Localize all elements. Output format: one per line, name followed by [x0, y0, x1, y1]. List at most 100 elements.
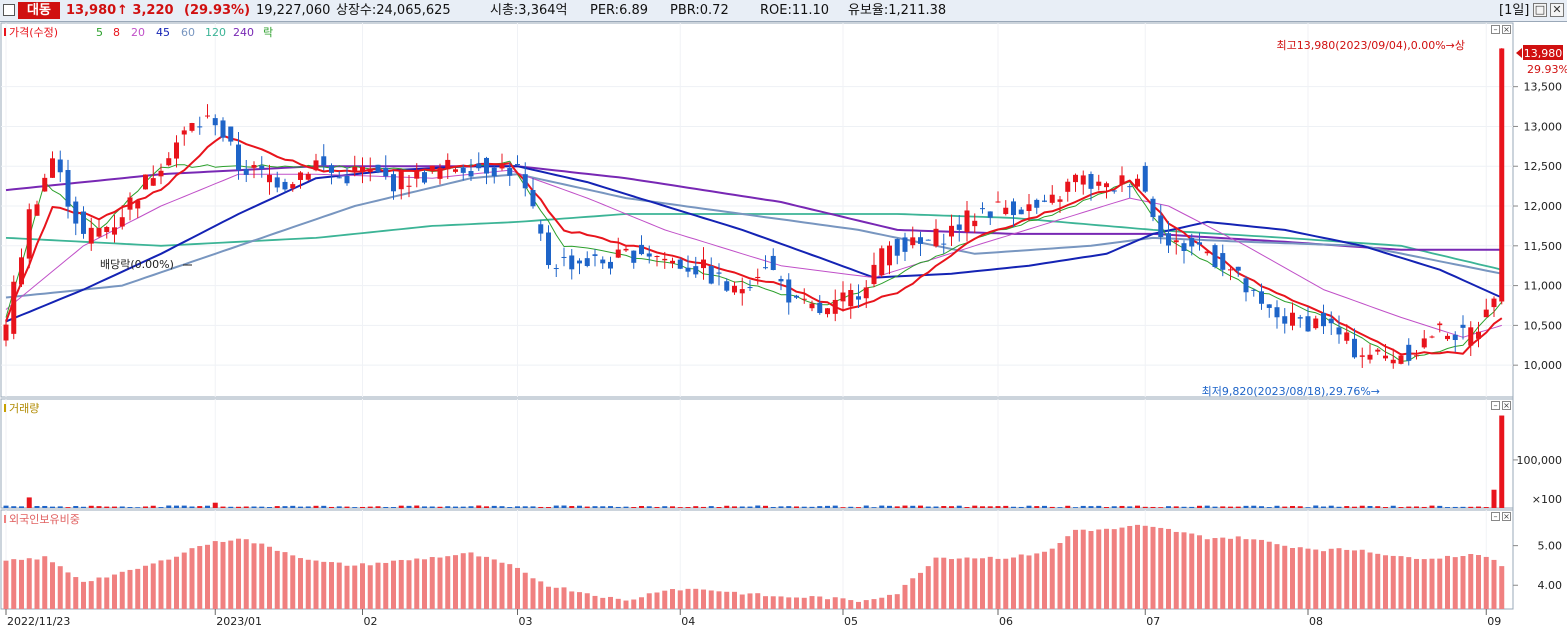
volume-legend: 거래량	[4, 402, 39, 415]
candle-body	[887, 245, 892, 266]
volume-pane-close-icon[interactable]: ×	[1502, 401, 1511, 410]
price-pane-close-icon[interactable]: ×	[1502, 25, 1511, 34]
volume-bar	[1243, 505, 1249, 508]
volume-bar	[1445, 507, 1450, 508]
candle-body	[476, 163, 482, 169]
stock-chart: 10,000 10,500 11,000 11,500 12,000 12,500 13,0…	[0, 22, 1567, 628]
candle-body	[708, 265, 714, 284]
candle-body	[189, 123, 195, 131]
candle-body	[96, 228, 102, 237]
foreign-ratio-bar	[42, 556, 48, 609]
volume-bar	[1127, 506, 1133, 508]
candle-body	[298, 172, 303, 180]
candle-body	[1042, 200, 1047, 202]
volume-bar	[925, 506, 931, 508]
candle-body	[112, 227, 117, 235]
candle-body	[685, 267, 691, 272]
volume-bar	[212, 502, 218, 508]
foreign-ratio-bar	[1173, 531, 1179, 609]
volume-bar	[1080, 505, 1086, 508]
candle-body	[840, 292, 846, 302]
volume-bar	[1111, 506, 1117, 508]
volume-bar	[584, 506, 590, 508]
stock-name-badge[interactable]: 대동	[18, 2, 60, 19]
foreign-pane-minimize-icon[interactable]: –	[1491, 512, 1500, 521]
foreign-ratio-bar	[910, 578, 916, 609]
foreign-ratio-bar	[383, 562, 389, 609]
foreign-ratio-bar	[941, 557, 947, 609]
close-icon[interactable]: ✕	[1550, 3, 1564, 17]
volume-bar	[205, 505, 210, 508]
candle-body	[65, 170, 71, 207]
candle-body	[491, 167, 497, 177]
candle-body	[879, 248, 885, 276]
foreign-ratio-bar	[879, 597, 885, 609]
volume-bars	[3, 415, 1505, 508]
period-selector[interactable]: [1일]	[1499, 3, 1530, 18]
volume-pane-minimize-icon[interactable]: –	[1491, 401, 1500, 410]
candle-body	[1204, 251, 1210, 254]
price-tick-label: 13,500	[1524, 81, 1563, 94]
volume-bar	[197, 506, 203, 508]
candle-body	[329, 165, 334, 173]
candle-body	[1049, 194, 1055, 203]
foreign-ratio-bar	[1321, 551, 1326, 609]
foreign-ratio-bar	[1468, 554, 1474, 609]
candle-body	[631, 250, 637, 263]
foreign-ratio-bar	[608, 596, 613, 609]
foreign-ratio-bar	[1476, 555, 1481, 609]
volume-bar	[282, 506, 288, 508]
candle-body	[817, 302, 823, 313]
foreign-ratio-bar	[422, 559, 427, 609]
volume-bar	[995, 506, 1001, 508]
volume-bar	[437, 506, 443, 508]
volume-bar	[26, 497, 32, 508]
volume-bar	[321, 505, 327, 508]
candle-body	[1018, 209, 1024, 215]
price-tick-label: 11,000	[1524, 280, 1563, 293]
trade-volume: 19,227,060	[256, 3, 331, 18]
x-tick-label: 06	[999, 615, 1013, 628]
candle-body	[1011, 201, 1016, 216]
foreign-pane-close-icon[interactable]: ×	[1502, 512, 1511, 521]
volume-bar	[569, 506, 575, 508]
price-pane-minimize-icon[interactable]: –	[1491, 25, 1500, 34]
foreign-ratio-bar	[3, 560, 9, 609]
candle-body	[902, 237, 908, 252]
volume-bar	[902, 505, 908, 508]
candle-body	[1274, 307, 1280, 318]
volume-bar	[1321, 506, 1326, 508]
candle-body	[1189, 237, 1195, 247]
candle-body	[73, 201, 79, 224]
candle-body	[584, 258, 590, 267]
volume-bar	[677, 507, 683, 508]
volume-bar	[1204, 505, 1210, 508]
candle-body	[336, 177, 342, 179]
volume-bar	[592, 506, 598, 508]
volume-bar	[863, 505, 869, 508]
market-cap: 시총:3,364억	[490, 3, 568, 18]
select-checkbox[interactable]	[3, 4, 15, 16]
volume-bar	[1429, 505, 1435, 508]
candle-body	[1437, 323, 1443, 326]
foreign-ratio-bar	[654, 592, 660, 609]
candle-body	[546, 232, 551, 266]
candle-body	[1181, 243, 1187, 252]
maximize-icon[interactable]: □	[1533, 3, 1547, 17]
foreign-ratio-bar	[329, 562, 334, 609]
foreign-ratio-bar	[1104, 528, 1109, 609]
volume-bar	[19, 506, 24, 508]
foreign-ratio-bar	[1499, 566, 1505, 609]
volume-bar	[367, 506, 373, 508]
legend-ma5: 5	[96, 26, 103, 39]
candle-body	[1220, 253, 1226, 270]
candle-body	[274, 177, 280, 188]
x-tick-label: 03	[519, 615, 533, 628]
volume-bar	[546, 507, 551, 508]
volume-bar	[1297, 506, 1303, 508]
foreign-ratio-bar	[437, 557, 443, 609]
foreign-ratio-bar	[1359, 549, 1365, 609]
candle-body	[1127, 186, 1133, 188]
volume-bar	[507, 507, 513, 508]
candle-body	[608, 261, 613, 269]
